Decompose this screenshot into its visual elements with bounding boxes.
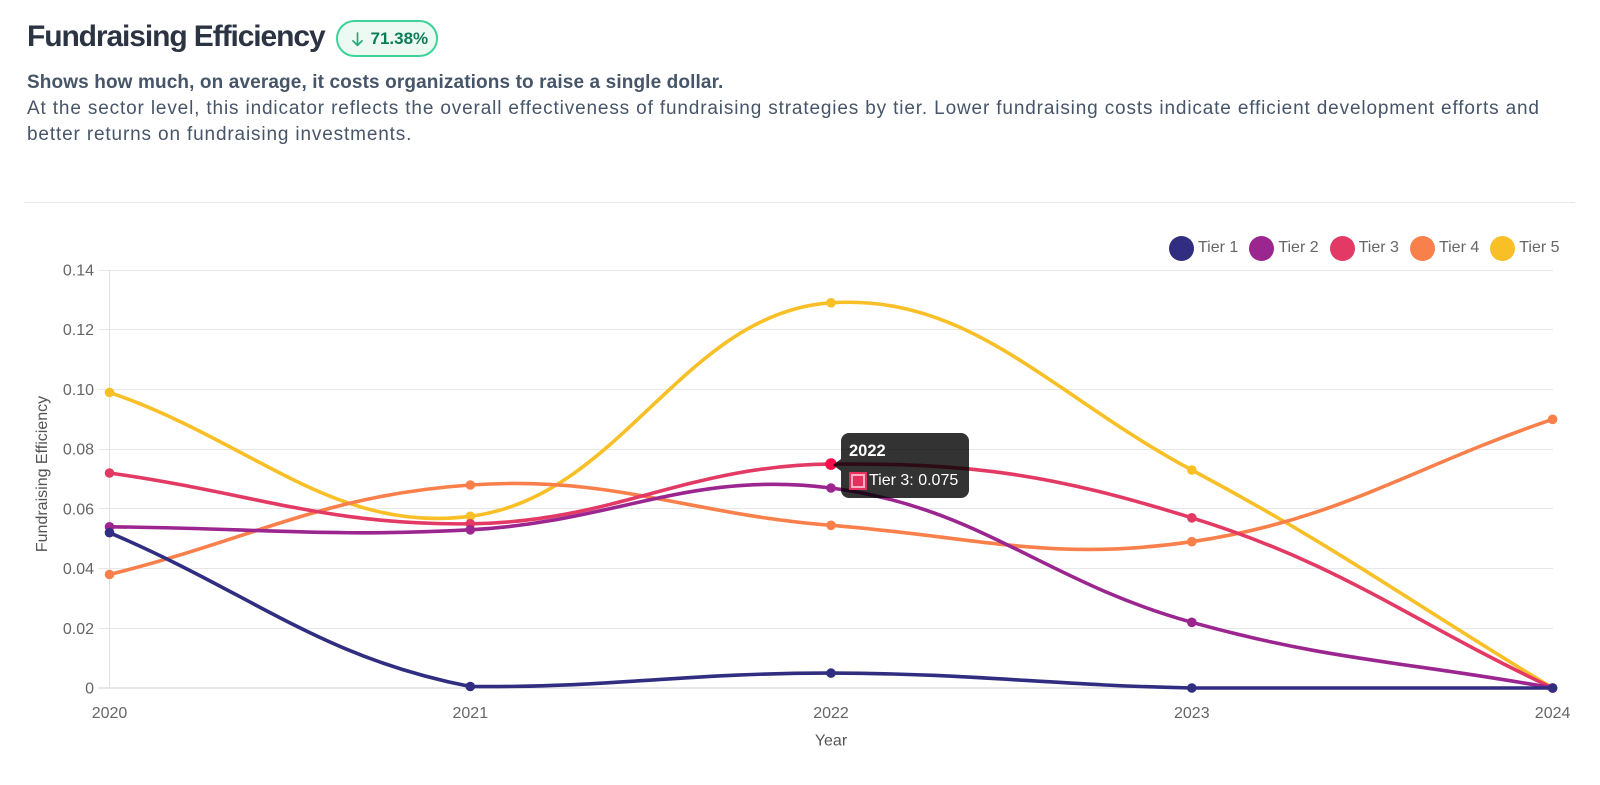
svg-text:Fundraising Efficiency: Fundraising Efficiency	[34, 396, 51, 552]
svg-text:2020: 2020	[92, 705, 128, 722]
svg-text:0.08: 0.08	[63, 442, 94, 459]
svg-text:0.10: 0.10	[63, 382, 94, 399]
svg-text:2024: 2024	[1535, 705, 1571, 722]
svg-text:Year: Year	[815, 733, 848, 750]
svg-text:2022: 2022	[813, 705, 849, 722]
svg-text:0: 0	[85, 681, 94, 698]
svg-text:2021: 2021	[453, 705, 489, 722]
svg-text:0.02: 0.02	[63, 621, 94, 638]
svg-text:2023: 2023	[1174, 705, 1210, 722]
svg-text:0.12: 0.12	[63, 322, 94, 339]
svg-text:0.06: 0.06	[63, 501, 94, 518]
svg-text:0.04: 0.04	[63, 561, 94, 578]
svg-text:0.14: 0.14	[63, 263, 94, 280]
